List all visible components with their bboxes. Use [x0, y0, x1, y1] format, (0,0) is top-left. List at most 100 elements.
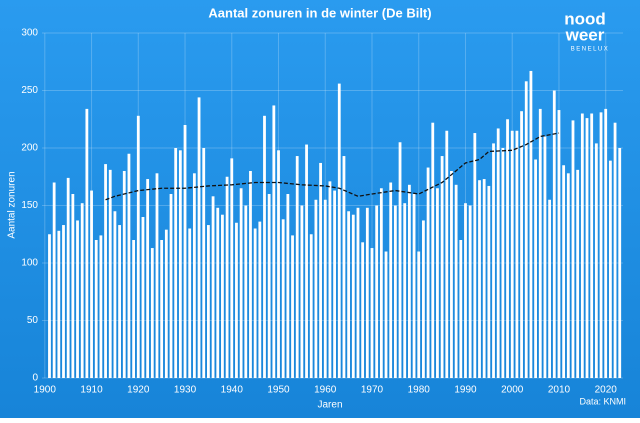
bar — [62, 225, 65, 378]
bar — [277, 150, 280, 378]
bar — [445, 130, 449, 378]
bar — [113, 211, 117, 378]
bar — [225, 176, 229, 378]
bar — [534, 159, 537, 378]
bar — [571, 120, 575, 379]
bar — [263, 115, 266, 379]
bar — [305, 144, 308, 378]
bar — [464, 203, 467, 378]
bar — [604, 108, 608, 379]
logo-middle: weer — [565, 25, 605, 44]
bar — [155, 173, 159, 378]
bar — [393, 205, 397, 378]
bar — [104, 164, 107, 378]
bar — [515, 130, 519, 378]
bar — [127, 153, 131, 378]
bar — [407, 184, 411, 378]
bar — [150, 248, 154, 378]
bar — [295, 156, 299, 378]
bar — [590, 113, 594, 378]
bar — [529, 70, 533, 378]
bar — [174, 148, 178, 378]
x-tick-label: 1910 — [80, 385, 103, 396]
y-axis-label: Aantal zonuren — [7, 171, 18, 238]
bar — [473, 133, 477, 378]
y-tick-label: 0 — [32, 373, 38, 384]
bar — [267, 194, 271, 378]
x-axis-label: Jaren — [317, 400, 342, 411]
x-tick-label: 1990 — [454, 385, 477, 396]
bar — [398, 142, 402, 378]
bar — [543, 136, 547, 378]
y-tick-label: 100 — [21, 258, 38, 269]
bar — [99, 235, 103, 378]
bar — [478, 180, 481, 378]
logo-top: nood — [564, 9, 606, 28]
bar — [492, 143, 495, 378]
bar — [314, 199, 318, 378]
bar — [389, 182, 393, 378]
bar — [164, 229, 168, 378]
bar — [440, 156, 444, 378]
bar — [450, 171, 453, 378]
bar — [510, 130, 514, 378]
bar — [370, 248, 374, 378]
bar — [552, 90, 556, 378]
bar — [566, 173, 570, 378]
bar — [48, 234, 51, 378]
bar — [239, 188, 243, 378]
bar — [333, 190, 337, 378]
y-tick-label: 300 — [21, 28, 38, 39]
bar — [235, 222, 238, 378]
bar — [258, 221, 262, 378]
x-tick-label: 1970 — [361, 385, 384, 396]
y-tick-label: 50 — [27, 315, 39, 326]
x-tick-label: 1930 — [174, 385, 197, 396]
bar — [309, 234, 313, 378]
bar — [379, 188, 383, 378]
bar — [417, 251, 421, 378]
x-tick-label: 1920 — [127, 385, 150, 396]
bar — [431, 122, 435, 378]
x-tick-label: 1980 — [408, 385, 431, 396]
bar — [253, 228, 257, 378]
logo-bottom: BENELUX — [571, 47, 610, 53]
bar — [71, 194, 75, 378]
bar — [244, 205, 248, 378]
bar — [426, 167, 430, 378]
bar — [337, 83, 341, 378]
bar — [487, 185, 491, 378]
y-tick-label: 250 — [21, 85, 38, 96]
bar — [538, 108, 542, 379]
bar — [599, 112, 603, 378]
bar — [146, 179, 150, 378]
bar — [272, 105, 276, 378]
x-tick-label: 2010 — [548, 385, 571, 396]
bar — [594, 143, 598, 378]
bar — [342, 156, 346, 378]
x-tick-label: 1900 — [34, 385, 57, 396]
bar — [496, 128, 500, 378]
bar — [520, 111, 523, 378]
bar — [178, 150, 182, 378]
bar — [90, 190, 93, 378]
bar — [365, 207, 369, 378]
x-tick-label: 1950 — [267, 385, 290, 396]
bar — [108, 169, 112, 378]
y-tick-label: 150 — [21, 200, 38, 211]
bar — [323, 199, 327, 378]
logo: nood weer BENELUX — [564, 9, 610, 53]
bar — [403, 203, 407, 378]
bar — [52, 182, 56, 378]
bar — [468, 205, 472, 378]
bar — [613, 122, 617, 378]
bar — [94, 240, 98, 378]
bar — [300, 205, 304, 378]
bar — [501, 148, 505, 378]
bar — [122, 171, 126, 378]
bar — [459, 240, 463, 378]
x-tick-label: 2000 — [501, 385, 524, 396]
bar — [76, 220, 79, 378]
bar — [188, 228, 192, 378]
bar — [580, 113, 584, 378]
